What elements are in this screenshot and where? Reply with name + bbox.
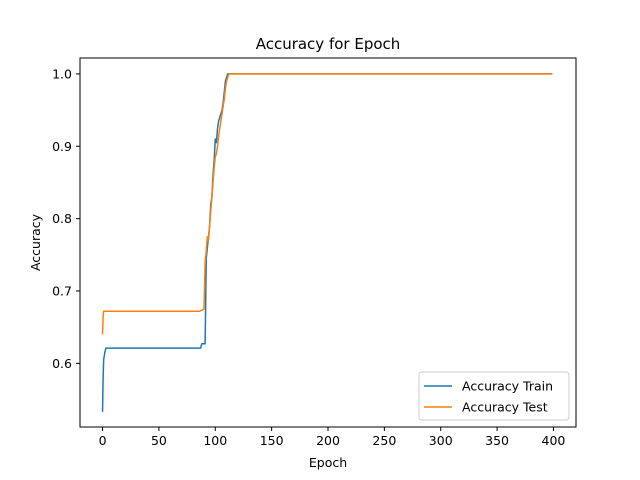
y-tick-label: 0.8: [52, 211, 72, 226]
x-axis-label: Epoch: [309, 455, 347, 470]
chart-title: Accuracy for Epoch: [256, 35, 401, 53]
legend-label-train: Accuracy Train: [462, 379, 553, 394]
legend: Accuracy Train Accuracy Test: [418, 371, 570, 421]
plot-lines: [101, 73, 553, 412]
y-tick-label: 0.7: [52, 283, 72, 298]
series-line-test: [101, 73, 553, 335]
y-axis-label: Accuracy: [28, 213, 43, 271]
x-axis: 0 50 100 150 200 250 300 350 400: [99, 427, 566, 448]
x-tick-label: 150: [260, 433, 284, 448]
y-axis: 0.6 0.7 0.8 0.9 1.0: [52, 66, 80, 371]
x-tick-label: 50: [151, 433, 167, 448]
x-tick-label: 100: [203, 433, 227, 448]
y-tick-label: 0.6: [52, 356, 72, 371]
x-tick-label: 350: [485, 433, 509, 448]
x-tick-label: 400: [542, 433, 566, 448]
x-tick-label: 0: [99, 433, 107, 448]
y-tick-label: 1.0: [52, 66, 72, 81]
legend-label-test: Accuracy Test: [462, 400, 548, 415]
x-tick-label: 200: [316, 433, 340, 448]
y-tick-label: 0.9: [52, 139, 72, 154]
x-tick-label: 300: [429, 433, 453, 448]
x-tick-label: 250: [372, 433, 396, 448]
legend-box: [418, 371, 570, 421]
